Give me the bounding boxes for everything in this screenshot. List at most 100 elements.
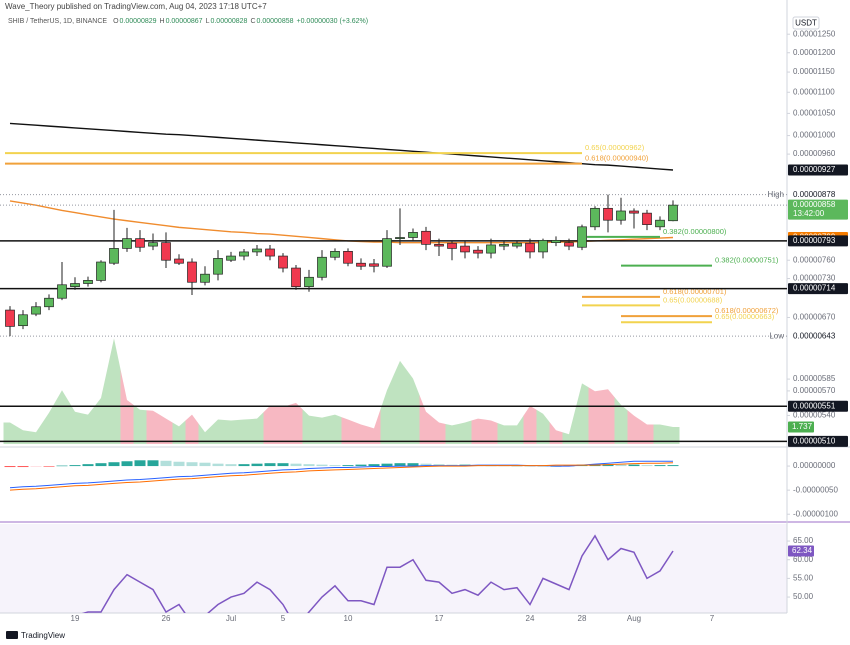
y-tick-label: 65.00 [793, 536, 814, 545]
oscillator-area [133, 404, 147, 444]
candle-body [44, 297, 54, 308]
candle-body [57, 284, 67, 299]
histogram-bar [381, 463, 393, 467]
candle-body [161, 242, 171, 261]
price-label: 0.00000551 [793, 401, 836, 410]
candle-body [148, 242, 158, 247]
ohlc-key: O [113, 18, 119, 25]
histogram-bar [290, 463, 302, 467]
oscillator-label-box [788, 421, 814, 433]
oscillator-area [237, 419, 251, 444]
oscillator-area [640, 420, 654, 444]
candle-body [460, 245, 470, 253]
ohlc-value: 0.00000829 [119, 18, 157, 25]
y-tick-label: 0.00000670 [793, 313, 836, 322]
oscillator-area [549, 422, 563, 444]
oscillator-area [614, 397, 628, 444]
fib-label: 0.65(0.00000962) [585, 143, 645, 152]
plot-area [3, 338, 680, 444]
histogram-bar [212, 463, 224, 467]
histogram-bar [407, 463, 419, 467]
rsi-value: 62.34 [792, 546, 813, 555]
candle-body [96, 261, 106, 281]
x-tick-label: 10 [344, 614, 353, 623]
candle-body [291, 267, 301, 288]
candle-body [356, 262, 366, 267]
oscillator-area [497, 422, 511, 444]
candle-body [70, 283, 80, 288]
histogram-bar [251, 463, 263, 467]
fib-label: 0.618(0.00000672) [715, 306, 779, 315]
candle-body [629, 210, 639, 214]
histogram-bar [43, 466, 55, 467]
histogram-bar [69, 465, 81, 467]
x-tick-label: 5 [281, 614, 286, 623]
plot-area [4, 460, 679, 491]
y-tick-label: 0.00000760 [793, 255, 836, 264]
fib-label: 0.65(0.00000688) [663, 295, 723, 304]
candle-body [109, 248, 119, 264]
oscillator-area [289, 402, 303, 444]
oscillator-area [536, 409, 550, 444]
oscillator-area [315, 416, 329, 444]
rsi-band [0, 524, 787, 613]
brand-logo [6, 631, 18, 639]
candle-body [512, 242, 522, 247]
oscillator-area [562, 408, 576, 444]
y-tick-label: 0.00000570 [793, 386, 836, 395]
x-tick-label: 19 [71, 614, 80, 623]
indicator-line [9, 462, 674, 491]
y-tick-label: 0.00000730 [793, 274, 836, 283]
x-tick-label: 28 [578, 614, 587, 623]
oscillator-area [445, 423, 459, 444]
histogram-bar [17, 466, 29, 468]
candle-body [434, 244, 444, 247]
oscillator-area [3, 422, 17, 444]
oscillator-area [146, 410, 160, 444]
price-label-title: Low [769, 331, 784, 340]
candle-body [239, 251, 249, 257]
rsi-line [81, 534, 674, 613]
oscillator-area [367, 409, 381, 444]
candle-body [174, 258, 184, 264]
oscillator-area [627, 410, 641, 444]
x-tick-label: 17 [435, 614, 444, 623]
oscillator-area [159, 414, 173, 444]
candle-body [122, 238, 132, 249]
price-label-box [788, 330, 848, 342]
ohlc-key: L [205, 18, 210, 25]
candle-body [603, 207, 613, 221]
ohlc-key: C [250, 18, 256, 25]
candle-body [668, 204, 678, 222]
candle-body [252, 248, 262, 253]
oscillator-area [198, 423, 212, 444]
symbol-info: SHIB / TetherUS, 1D, BINANCE O0.00000829 H… [8, 18, 371, 25]
oscillator-area [666, 425, 680, 444]
oscillator-area [653, 424, 667, 444]
price-label-box [788, 164, 848, 176]
y-tick-label: 0.00000540 [793, 411, 836, 420]
histogram-bar [537, 466, 549, 467]
oscillator-area [523, 405, 537, 444]
histogram-bar [225, 464, 237, 467]
candle-body [265, 248, 275, 257]
plot-area [81, 534, 674, 613]
histogram-bar [82, 464, 94, 467]
price-label: 0.00000793 [793, 236, 836, 245]
fib-label: 0.65(0.00000663) [715, 312, 775, 321]
oscillator-area [172, 420, 186, 444]
candle-body [590, 207, 600, 228]
price-label-box [788, 400, 848, 412]
ohlc-value: 0.00000828 [210, 18, 248, 25]
histogram-bar [303, 464, 315, 467]
oscillator-value: 1.737 [792, 422, 813, 431]
x-tick-label: 24 [526, 614, 535, 623]
indicator-line [9, 460, 673, 489]
histogram-bar [173, 461, 185, 467]
fib-label: 0.618(0.00000940) [585, 154, 649, 163]
y-tick-label: 0.00001050 [793, 109, 836, 118]
candle-body [499, 244, 509, 247]
candle-body [642, 212, 652, 225]
oscillator-area [510, 415, 524, 444]
